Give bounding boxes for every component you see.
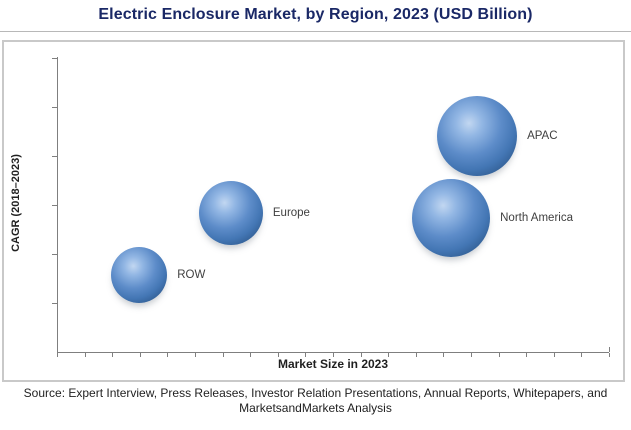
y-axis-tick (52, 58, 57, 59)
chart-title: Electric Enclosure Market, by Region, 20… (98, 6, 533, 23)
bubble-label-row: ROW (177, 269, 206, 281)
y-axis-line (57, 57, 58, 357)
bubble-row (111, 247, 168, 303)
title-divider (0, 31, 631, 32)
x-axis-title: Market Size in 2023 (277, 357, 389, 371)
x-axis-tick (139, 353, 141, 357)
bubble-label-north-america: North America (500, 212, 573, 225)
x-axis-tick (526, 353, 528, 357)
y-axis-tick (52, 303, 57, 304)
x-axis-tick (333, 353, 334, 357)
x-axis-tick (609, 353, 610, 357)
x-axis-tick (360, 353, 362, 357)
source-line-2: MarketsandMarkets Analysis (239, 401, 392, 415)
bubble-label-apac: APAC (527, 130, 558, 143)
y-axis-tick (52, 205, 57, 206)
x-axis-tick (222, 353, 224, 357)
x-axis-tick (498, 353, 500, 357)
x-axis-tick (167, 353, 169, 357)
x-axis-tick (195, 353, 196, 357)
source-line-1: Source: Expert Interview, Press Releases… (23, 386, 608, 400)
x-axis-tick (415, 353, 417, 357)
source-note: Source: Expert Interview, Press Releases… (0, 386, 631, 416)
x-axis-tick (112, 353, 114, 357)
x-axis-tick (305, 353, 307, 357)
x-axis-tick (277, 353, 279, 357)
x-axis-tick (581, 353, 583, 357)
x-axis-line (57, 352, 609, 353)
x-axis-tick (250, 353, 252, 357)
x-axis-tick (553, 353, 555, 357)
bubble-label-europe: Europe (272, 207, 310, 220)
plot-frame: CAGR (2018–2023) Market Size in 2023 ROW… (2, 40, 625, 382)
y-axis-tick (52, 107, 57, 108)
bubble-apac (437, 96, 518, 177)
bubble-north-america (412, 179, 491, 258)
y-axis-title: CAGR (2018–2023) (10, 154, 22, 252)
bubble-europe (198, 181, 263, 246)
x-axis-tick (443, 353, 445, 357)
x-axis-tick (388, 353, 390, 357)
y-axis-tick (52, 254, 57, 255)
x-axis-endcap (609, 347, 610, 352)
x-axis-tick (84, 353, 86, 357)
y-axis-tick (52, 156, 57, 157)
x-axis-tick (471, 353, 472, 357)
